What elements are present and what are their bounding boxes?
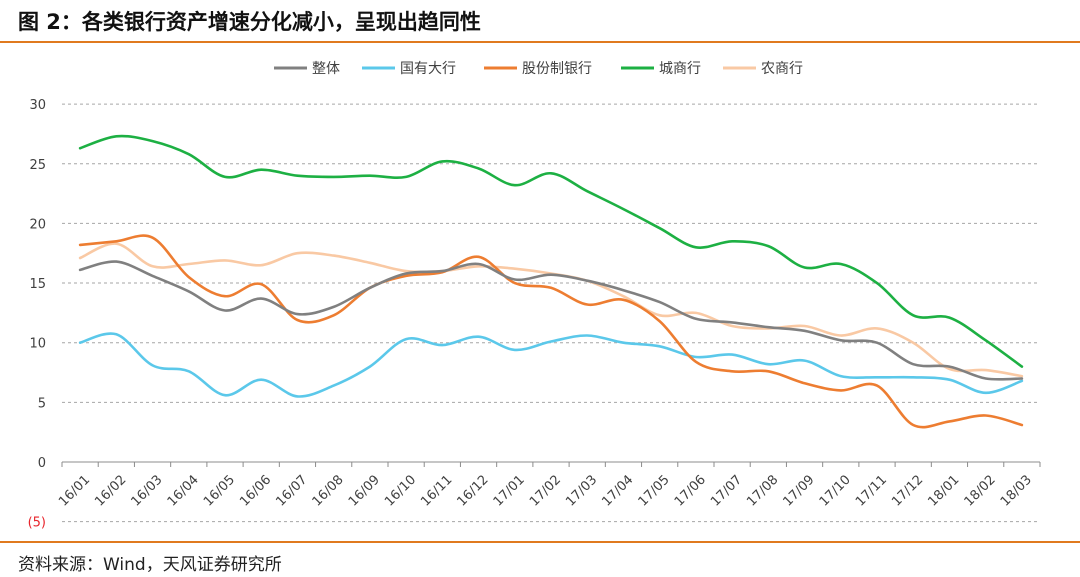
source-note: 资料来源：Wind，天风证券研究所 <box>18 555 282 575</box>
legend-label: 股份制银行 <box>522 61 592 77</box>
x-tick-label: 17/02 <box>527 472 564 509</box>
x-tick-label: 16/04 <box>165 472 202 509</box>
x-axis: 16/01 16/02 16/03 16/04 16/05 16/06 16/07 16/08… <box>56 461 1041 510</box>
y-tick-label: (5) <box>28 516 46 531</box>
x-tick-label: 16/02 <box>92 472 129 509</box>
x-tick-label: 17/11 <box>853 472 890 509</box>
x-tick-label: 16/03 <box>129 472 166 509</box>
x-tick-label: 17/07 <box>708 472 745 509</box>
top-divider <box>0 41 1080 43</box>
x-tick-label: 17/04 <box>599 472 636 509</box>
x-tick-label: 18/01 <box>925 472 962 509</box>
x-tick-label: 17/06 <box>672 472 709 509</box>
x-tick-label: 17/09 <box>781 472 818 509</box>
x-tick-label: 16/11 <box>418 472 455 509</box>
x-tick-label: 17/12 <box>889 472 926 509</box>
y-axis: 30 25 20 15 10 5 0 (5) <box>28 98 46 531</box>
legend-label: 国有大行 <box>400 61 456 77</box>
series-line-0 <box>78 260 1024 381</box>
y-tick-label: 25 <box>29 158 46 173</box>
x-tick-label: 16/06 <box>237 472 274 509</box>
y-tick-label: 10 <box>29 337 46 352</box>
chart-series <box>78 134 1024 429</box>
y-tick-label: 5 <box>38 396 46 411</box>
x-tick-label: 17/08 <box>744 472 781 509</box>
x-tick-label: 16/08 <box>310 472 347 509</box>
y-tick-label: 20 <box>29 217 46 232</box>
legend-label: 农商行 <box>761 61 803 77</box>
y-tick-label: 30 <box>29 98 46 113</box>
x-tick-label: 17/03 <box>563 472 600 509</box>
x-tick-label: 16/05 <box>201 472 238 509</box>
bottom-divider <box>0 541 1080 543</box>
x-tick-label: 17/05 <box>636 472 673 509</box>
x-tick-label: 16/12 <box>455 472 492 509</box>
x-tick-label: 18/03 <box>998 472 1035 509</box>
chart-gridlines <box>62 103 1040 523</box>
chart-legend: 整体 国有大行 股份制银行 城商行 农商行 <box>274 61 803 77</box>
x-tick-label: 18/02 <box>962 472 999 509</box>
legend-label: 城商行 <box>659 61 701 77</box>
legend-label: 整体 <box>312 61 340 77</box>
x-tick-label: 16/09 <box>346 472 383 509</box>
series-line-1 <box>78 332 1024 398</box>
figure-title: 图 2：各类银行资产增速分化减小，呈现出趋同性 <box>18 10 481 34</box>
series-line-3 <box>78 134 1024 368</box>
x-tick-label: 17/10 <box>817 472 854 509</box>
x-tick-label: 16/01 <box>56 472 93 509</box>
x-tick-label: 16/07 <box>273 472 310 509</box>
series-line-2 <box>78 234 1024 429</box>
y-tick-label: 0 <box>38 456 46 471</box>
y-tick-label: 15 <box>29 277 46 292</box>
x-tick-label: 17/01 <box>491 472 528 509</box>
x-tick-label: 16/10 <box>382 472 419 509</box>
